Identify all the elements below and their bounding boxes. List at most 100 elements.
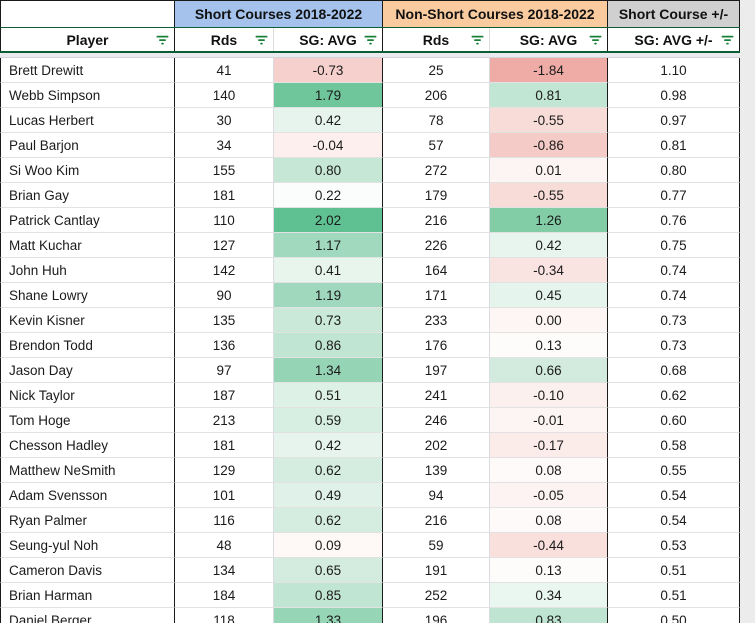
- player-name-cell[interactable]: Kevin Kisner: [0, 308, 175, 333]
- player-name-cell[interactable]: Paul Barjon: [0, 133, 175, 158]
- rds-short-cell[interactable]: 90: [175, 283, 274, 308]
- rds-short-cell[interactable]: 97: [175, 358, 274, 383]
- rds-nonshort-cell[interactable]: 171: [383, 283, 490, 308]
- short-courses-group-header[interactable]: Short Courses 2018-2022: [175, 1, 383, 27]
- sg-avg-diff-cell[interactable]: 0.51: [608, 558, 740, 583]
- sg-avg-short-cell[interactable]: 1.17: [274, 233, 383, 258]
- sg-avg-diff-cell[interactable]: 0.68: [608, 358, 740, 383]
- sg-avg-nonshort-cell[interactable]: -1.84: [490, 58, 608, 83]
- sg-avg-diff-cell[interactable]: 0.98: [608, 83, 740, 108]
- rds-short-cell[interactable]: 48: [175, 533, 274, 558]
- sg-avg-short-cell[interactable]: 0.42: [274, 433, 383, 458]
- sg-avg-nonshort-cell[interactable]: -0.10: [490, 383, 608, 408]
- player-name-cell[interactable]: Brian Harman: [0, 583, 175, 608]
- rds-short-cell[interactable]: 135: [175, 308, 274, 333]
- player-name-cell[interactable]: Webb Simpson: [0, 83, 175, 108]
- sg-avg-nonshort-cell[interactable]: 0.34: [490, 583, 608, 608]
- sg-avg-nonshort-cell[interactable]: 0.83: [490, 608, 608, 623]
- rds-short-cell[interactable]: 101: [175, 483, 274, 508]
- filter-icon[interactable]: [589, 34, 602, 45]
- sg-avg-diff-cell[interactable]: 0.74: [608, 258, 740, 283]
- sg-avg-nonshort-cell[interactable]: 0.01: [490, 158, 608, 183]
- rds-nonshort-cell[interactable]: 176: [383, 333, 490, 358]
- sg-avg-nonshort-cell[interactable]: 0.81: [490, 83, 608, 108]
- sg-avg-diff-cell[interactable]: 0.54: [608, 483, 740, 508]
- player-name-cell[interactable]: Seung-yul Noh: [0, 533, 175, 558]
- sg-avg-short-cell[interactable]: 0.41: [274, 258, 383, 283]
- sg-avg-short-cell[interactable]: 0.85: [274, 583, 383, 608]
- rds-nonshort-cell[interactable]: 216: [383, 508, 490, 533]
- sg-avg-diff-column-header[interactable]: SG: AVG +/-: [608, 28, 740, 51]
- sg-avg-nonshort-cell[interactable]: 0.13: [490, 558, 608, 583]
- rds-nonshort-cell[interactable]: 78: [383, 108, 490, 133]
- rds-nonshort-cell[interactable]: 57: [383, 133, 490, 158]
- player-name-cell[interactable]: Matt Kuchar: [0, 233, 175, 258]
- sg-avg-diff-cell[interactable]: 0.51: [608, 583, 740, 608]
- rds-short-cell[interactable]: 184: [175, 583, 274, 608]
- player-name-cell[interactable]: Matthew NeSmith: [0, 458, 175, 483]
- player-name-cell[interactable]: Brian Gay: [0, 183, 175, 208]
- player-name-cell[interactable]: Patrick Cantlay: [0, 208, 175, 233]
- sg-avg-nonshort-cell[interactable]: -0.55: [490, 183, 608, 208]
- sg-avg-diff-cell[interactable]: 0.53: [608, 533, 740, 558]
- sg-avg-short-cell[interactable]: 0.86: [274, 333, 383, 358]
- sg-avg-nonshort-cell[interactable]: 0.66: [490, 358, 608, 383]
- corner-blank-cell[interactable]: [0, 1, 175, 27]
- sg-avg-diff-cell[interactable]: 0.58: [608, 433, 740, 458]
- filter-icon[interactable]: [255, 34, 268, 45]
- sg-avg-short-cell[interactable]: 1.34: [274, 358, 383, 383]
- filter-icon[interactable]: [156, 34, 169, 45]
- rds-short-cell[interactable]: 116: [175, 508, 274, 533]
- filter-icon[interactable]: [364, 34, 377, 45]
- rds-short-cell[interactable]: 187: [175, 383, 274, 408]
- sg-avg-short-cell[interactable]: 2.02: [274, 208, 383, 233]
- rds-nonshort-cell[interactable]: 164: [383, 258, 490, 283]
- sg-avg-nonshort-column-header[interactable]: SG: AVG: [490, 28, 608, 51]
- rds-nonshort-cell[interactable]: 202: [383, 433, 490, 458]
- rds-short-cell[interactable]: 118: [175, 608, 274, 623]
- player-name-cell[interactable]: Ryan Palmer: [0, 508, 175, 533]
- sg-avg-short-cell[interactable]: 0.49: [274, 483, 383, 508]
- rds-nonshort-cell[interactable]: 139: [383, 458, 490, 483]
- sg-avg-diff-cell[interactable]: 0.97: [608, 108, 740, 133]
- sg-avg-nonshort-cell[interactable]: 0.45: [490, 283, 608, 308]
- rds-nonshort-cell[interactable]: 216: [383, 208, 490, 233]
- sg-avg-nonshort-cell[interactable]: 1.26: [490, 208, 608, 233]
- sg-avg-diff-cell[interactable]: 0.54: [608, 508, 740, 533]
- rds-short-cell[interactable]: 140: [175, 83, 274, 108]
- sg-avg-short-cell[interactable]: 1.79: [274, 83, 383, 108]
- rds-short-cell[interactable]: 30: [175, 108, 274, 133]
- rds-nonshort-cell[interactable]: 241: [383, 383, 490, 408]
- sg-avg-nonshort-cell[interactable]: -0.34: [490, 258, 608, 283]
- sg-avg-nonshort-cell[interactable]: -0.17: [490, 433, 608, 458]
- sg-avg-diff-cell[interactable]: 0.80: [608, 158, 740, 183]
- player-column-header[interactable]: Player: [0, 28, 175, 51]
- player-name-cell[interactable]: Brendon Todd: [0, 333, 175, 358]
- rds-nonshort-cell[interactable]: 252: [383, 583, 490, 608]
- sg-avg-short-cell[interactable]: -0.73: [274, 58, 383, 83]
- rds-short-cell[interactable]: 155: [175, 158, 274, 183]
- player-name-cell[interactable]: Si Woo Kim: [0, 158, 175, 183]
- rds-nonshort-column-header[interactable]: Rds: [383, 28, 490, 51]
- rds-nonshort-cell[interactable]: 226: [383, 233, 490, 258]
- sg-avg-short-cell[interactable]: 0.09: [274, 533, 383, 558]
- nonshort-courses-group-header[interactable]: Non-Short Courses 2018-2022: [383, 1, 608, 27]
- sg-avg-diff-cell[interactable]: 0.77: [608, 183, 740, 208]
- rds-short-cell[interactable]: 181: [175, 433, 274, 458]
- sg-avg-diff-cell[interactable]: 0.73: [608, 333, 740, 358]
- rds-short-cell[interactable]: 142: [175, 258, 274, 283]
- rds-short-cell[interactable]: 134: [175, 558, 274, 583]
- player-name-cell[interactable]: Lucas Herbert: [0, 108, 175, 133]
- sg-avg-short-cell[interactable]: 0.22: [274, 183, 383, 208]
- rds-nonshort-cell[interactable]: 191: [383, 558, 490, 583]
- player-name-cell[interactable]: Adam Svensson: [0, 483, 175, 508]
- sg-avg-diff-cell[interactable]: 0.73: [608, 308, 740, 333]
- rds-nonshort-cell[interactable]: 196: [383, 608, 490, 623]
- player-name-cell[interactable]: Shane Lowry: [0, 283, 175, 308]
- sg-avg-nonshort-cell[interactable]: 0.13: [490, 333, 608, 358]
- sg-avg-nonshort-cell[interactable]: -0.55: [490, 108, 608, 133]
- rds-short-cell[interactable]: 181: [175, 183, 274, 208]
- rds-nonshort-cell[interactable]: 246: [383, 408, 490, 433]
- sg-avg-diff-cell[interactable]: 0.76: [608, 208, 740, 233]
- rds-short-cell[interactable]: 129: [175, 458, 274, 483]
